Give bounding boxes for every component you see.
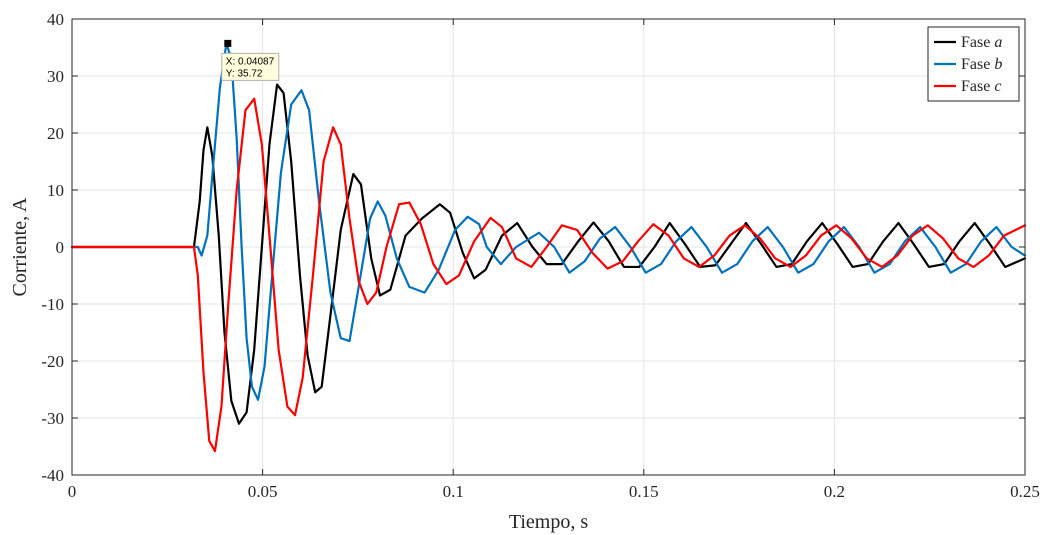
- series-line-1: [70, 83, 1027, 425]
- legend-label-3: Fase c: [961, 78, 1001, 95]
- plot-frame: [71, 18, 1026, 476]
- y-tick-label: -40: [41, 466, 64, 485]
- x-tick-label: 0: [68, 482, 77, 501]
- x-tick-label: 0.15: [629, 482, 659, 501]
- x-axis-label: Tiempo, s: [509, 511, 589, 533]
- datatip[interactable]: X: 0.04087 Y: 35.72: [221, 39, 280, 81]
- x-tick-label: 0.2: [824, 482, 845, 501]
- legend-items: Fase a Fase b Fase c: [934, 34, 1002, 95]
- y-tick-label: 30: [47, 67, 64, 86]
- y-axis-label: Corriente, A: [9, 197, 31, 296]
- legend-label-1: Fase a: [961, 34, 1002, 51]
- x-tick-label: 0.05: [248, 482, 278, 501]
- datatip-box: [221, 52, 280, 81]
- legend-label-2: Fase b: [961, 56, 1002, 73]
- y-tick-label: -10: [41, 295, 64, 314]
- grid-lines: [71, 18, 1026, 476]
- y-tick-label: 0: [56, 238, 65, 257]
- y-tick-label: 20: [47, 124, 64, 143]
- legend[interactable]: Fase a Fase b Fase c: [927, 26, 1020, 102]
- y-tick-label: 10: [47, 181, 64, 200]
- y-tick-label: 40: [47, 10, 64, 29]
- datatip-y-value: Y: 35.72: [226, 68, 263, 79]
- series-line-3: [70, 97, 1027, 453]
- x-tick-label: 0.1: [443, 482, 464, 501]
- x-axis-ticks: 0 0.05 0.1 0.15 0.2 0.25: [68, 19, 1040, 501]
- datatip-marker[interactable]: [224, 39, 232, 47]
- x-tick-label: 0.25: [1010, 482, 1040, 501]
- series-line-2: [70, 42, 1027, 401]
- datatip-x-value: X: 0.04087: [226, 56, 275, 67]
- y-tick-label: -20: [41, 352, 64, 371]
- y-axis-ticks: -40 -30 -20 -10 0 10 20 30 40: [41, 10, 1025, 485]
- series-lines: [70, 42, 1027, 453]
- y-tick-label: -30: [41, 409, 64, 428]
